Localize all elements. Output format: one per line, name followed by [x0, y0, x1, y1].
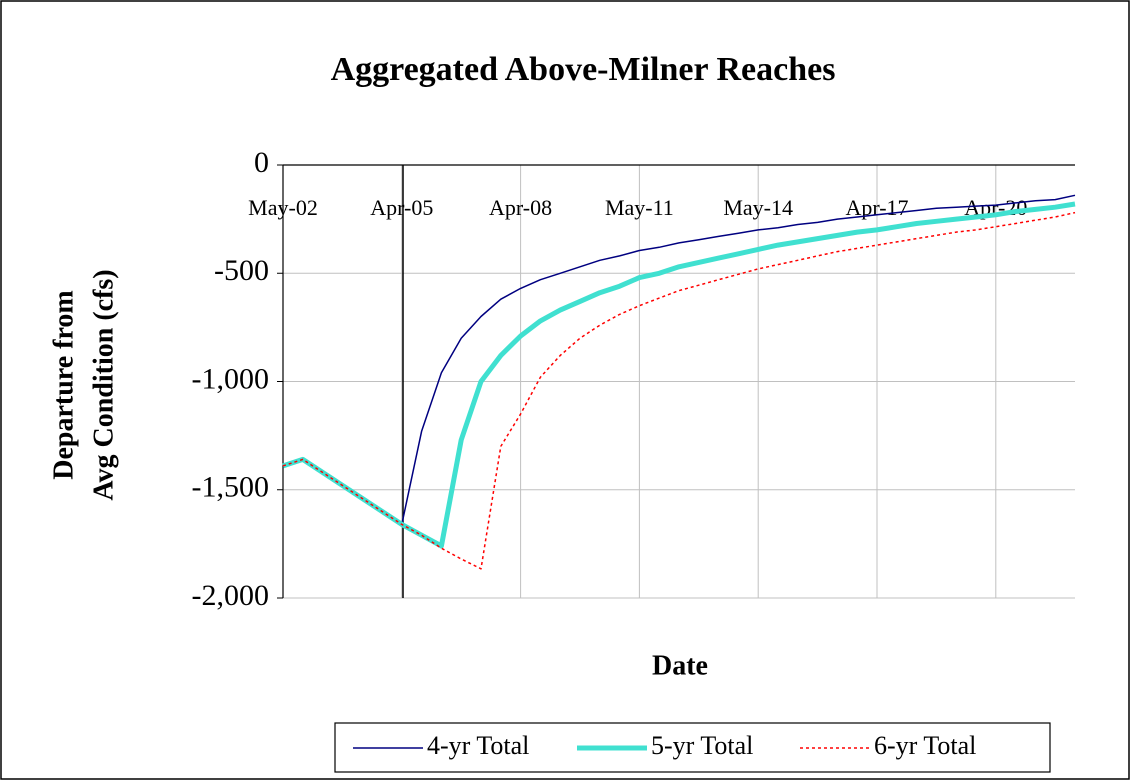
- y-tick-label: -500: [214, 254, 269, 287]
- legend-label: 5-yr Total: [651, 731, 753, 760]
- series-line: [282, 211, 1076, 570]
- x-axis-title: Date: [652, 650, 708, 681]
- y-tick-label: -1,500: [192, 471, 270, 504]
- x-tick-label: Apr-08: [489, 195, 552, 220]
- x-tick-label: Apr-17: [845, 195, 908, 220]
- legend-label: 6-yr Total: [874, 731, 976, 760]
- x-tick-label: May-14: [723, 195, 793, 220]
- x-tick-label: Apr-05: [370, 195, 433, 220]
- series-line: [282, 201, 1076, 549]
- y-axis-title-line: Avg Condition (cfs): [88, 269, 119, 500]
- x-tick-label: May-11: [605, 195, 674, 220]
- y-axis-title: Departure from Avg Condition (cfs): [48, 269, 119, 500]
- series-line: [282, 194, 1076, 526]
- legend-label: 4-yr Total: [427, 731, 529, 760]
- y-axis-title-line: Departure from: [48, 290, 79, 479]
- y-tick-label: 0: [254, 146, 269, 179]
- y-tick-label: -2,000: [192, 579, 270, 612]
- legend-box: [334, 722, 1051, 773]
- y-tick-label: -1,000: [192, 362, 270, 395]
- chart-title: Aggregated Above-Milner Reaches: [331, 51, 836, 88]
